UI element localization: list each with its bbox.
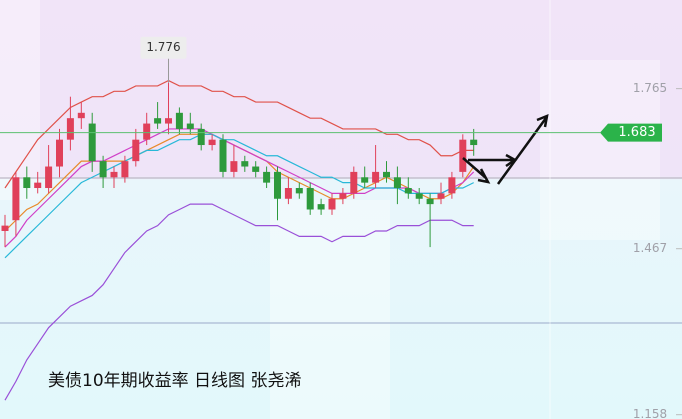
candle-body: [328, 198, 336, 210]
candle-body: [88, 123, 96, 162]
y-tick-label: 1.467: [633, 241, 667, 255]
candle-body: [23, 177, 31, 189]
candle-body: [99, 161, 107, 178]
candle-body: [459, 139, 467, 172]
candle-body: [143, 123, 151, 140]
candle-body: [448, 177, 456, 194]
arrows: [462, 114, 549, 185]
decor: [0, 0, 660, 419]
candle-body: [404, 188, 412, 194]
candle-body: [110, 171, 118, 178]
candle-body: [372, 171, 380, 183]
y-tick-label: 1.158: [633, 407, 667, 419]
candle-body: [197, 128, 205, 146]
candle-body: [383, 171, 390, 178]
candle-body: [132, 139, 140, 162]
annotation-box: [140, 36, 187, 59]
candle-body: [252, 166, 260, 172]
candle-body: [393, 177, 401, 189]
candle-body: [317, 204, 325, 210]
candle-body: [241, 161, 249, 167]
candle-body: [77, 112, 85, 119]
candle-body: [361, 177, 369, 183]
line-series: [4, 203, 474, 401]
candle-body: [437, 193, 445, 199]
plot: 1.765 1.467 1.158: [1, 79, 682, 419]
candle-body: [415, 193, 423, 199]
chart-title: 美债10年期收益率 日线图 张尧浠: [48, 371, 301, 391]
price-tag: [600, 123, 662, 142]
candle-body: [274, 171, 281, 199]
candle-body: [295, 188, 303, 194]
annotation: 1.776: [146, 40, 180, 54]
candle-body: [165, 118, 172, 124]
line-series: [4, 79, 474, 189]
candle-body: [339, 193, 347, 199]
line-series: [4, 133, 474, 259]
candle-body: [56, 139, 63, 167]
candle-body: [186, 123, 194, 129]
price-label: 1.683: [618, 125, 655, 140]
candle-body: [66, 118, 74, 140]
candle-body: [45, 166, 53, 189]
candle-body: [230, 161, 238, 172]
candle-body: [175, 112, 183, 129]
candle-body: [34, 182, 42, 189]
candle-body: [12, 177, 20, 221]
candle-body: [350, 171, 358, 194]
candle-body: [219, 139, 227, 172]
y-tick-label: 1.765: [633, 81, 667, 95]
candle-body: [1, 225, 9, 231]
candle-body: [470, 139, 478, 146]
candle-body: [121, 161, 129, 178]
candle-body: [263, 171, 271, 183]
candle-body: [154, 118, 162, 124]
candle-body: [306, 188, 314, 210]
candle-body: [208, 139, 216, 146]
candle-body: [284, 188, 292, 199]
candle-body: [426, 198, 434, 205]
